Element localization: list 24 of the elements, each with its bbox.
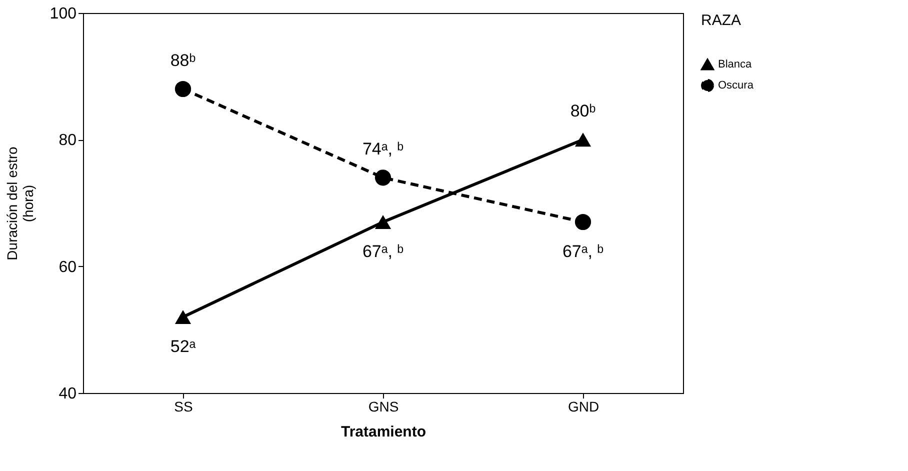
y-tick-label: 100 — [50, 6, 77, 22]
point — [174, 80, 192, 98]
x-tick-label: SS — [174, 398, 193, 414]
legend-label: Oscura — [718, 80, 754, 92]
point — [374, 215, 392, 229]
y-tick-label: 40 — [58, 386, 77, 402]
data-label: 74ᵃ, ᵇ — [362, 140, 404, 159]
data-label: 88ᵇ — [170, 51, 196, 70]
y-axis-title: Duración del estro (hora) — [4, 146, 36, 260]
data-label: 80ᵇ — [570, 102, 596, 121]
point — [574, 132, 592, 147]
x-axis-title: Tratamiento — [340, 424, 426, 440]
x-tick-label: GND — [568, 398, 600, 414]
point — [574, 214, 592, 230]
legend-label: Blanca — [718, 58, 753, 70]
point — [374, 170, 392, 186]
y-tick-label: 80 — [58, 132, 77, 150]
legend-title: RAZA — [701, 12, 742, 29]
y-tick-label: 60 — [58, 258, 77, 276]
data-label: 67ᵃ, ᵇ — [562, 242, 604, 261]
data-label: 67ᵃ, ᵇ — [362, 242, 404, 261]
point — [174, 310, 192, 324]
data-label: 52ᵃ — [170, 337, 196, 356]
x-tick-label: GNS — [368, 398, 399, 414]
